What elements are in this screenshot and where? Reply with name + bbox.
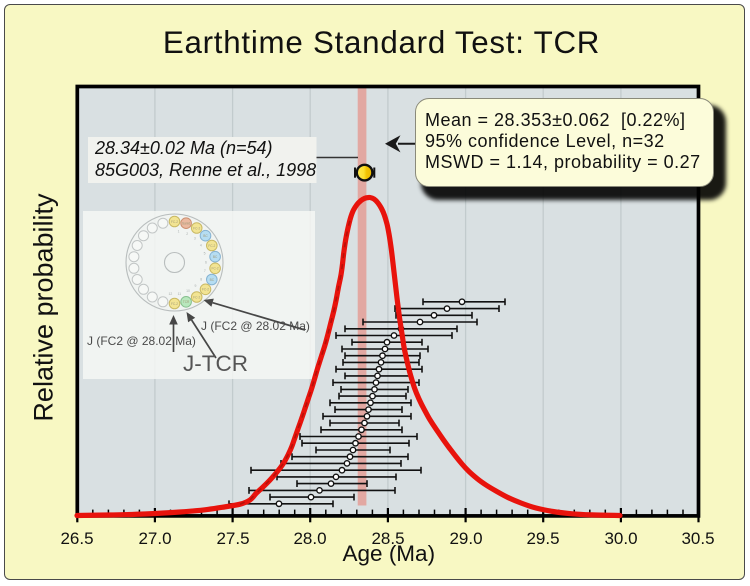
svg-text:1: 1: [178, 230, 180, 234]
svg-text:FC-2: FC-2: [171, 220, 178, 224]
svg-text:5: 5: [204, 251, 206, 255]
svg-text:2: 2: [186, 232, 188, 236]
svg-text:FC-2: FC-2: [212, 267, 219, 271]
svg-text:FC-2: FC-2: [208, 244, 215, 248]
svg-text:BC: BC: [210, 278, 215, 282]
svg-text:FC-2: FC-2: [202, 288, 209, 292]
svg-text:6: 6: [205, 260, 207, 264]
svg-text:TCR: TCR: [183, 300, 190, 304]
svg-text:FC-2: FC-2: [193, 226, 200, 230]
svg-text:8: 8: [200, 277, 202, 281]
svg-text:BC: BC: [203, 234, 208, 238]
svg-text:11: 11: [178, 292, 182, 296]
svg-text:7: 7: [204, 269, 206, 273]
svg-text:12: 12: [169, 292, 173, 296]
svg-text:3: 3: [194, 237, 196, 241]
svg-text:10: 10: [186, 289, 190, 293]
svg-text:FC-2: FC-2: [193, 295, 200, 299]
svg-text:9: 9: [194, 284, 196, 288]
svg-text:FC-2: FC-2: [171, 302, 178, 306]
svg-text:Sanid: Sanid: [182, 222, 190, 226]
svg-text:4: 4: [200, 243, 202, 247]
svg-text:BC: BC: [213, 255, 218, 259]
